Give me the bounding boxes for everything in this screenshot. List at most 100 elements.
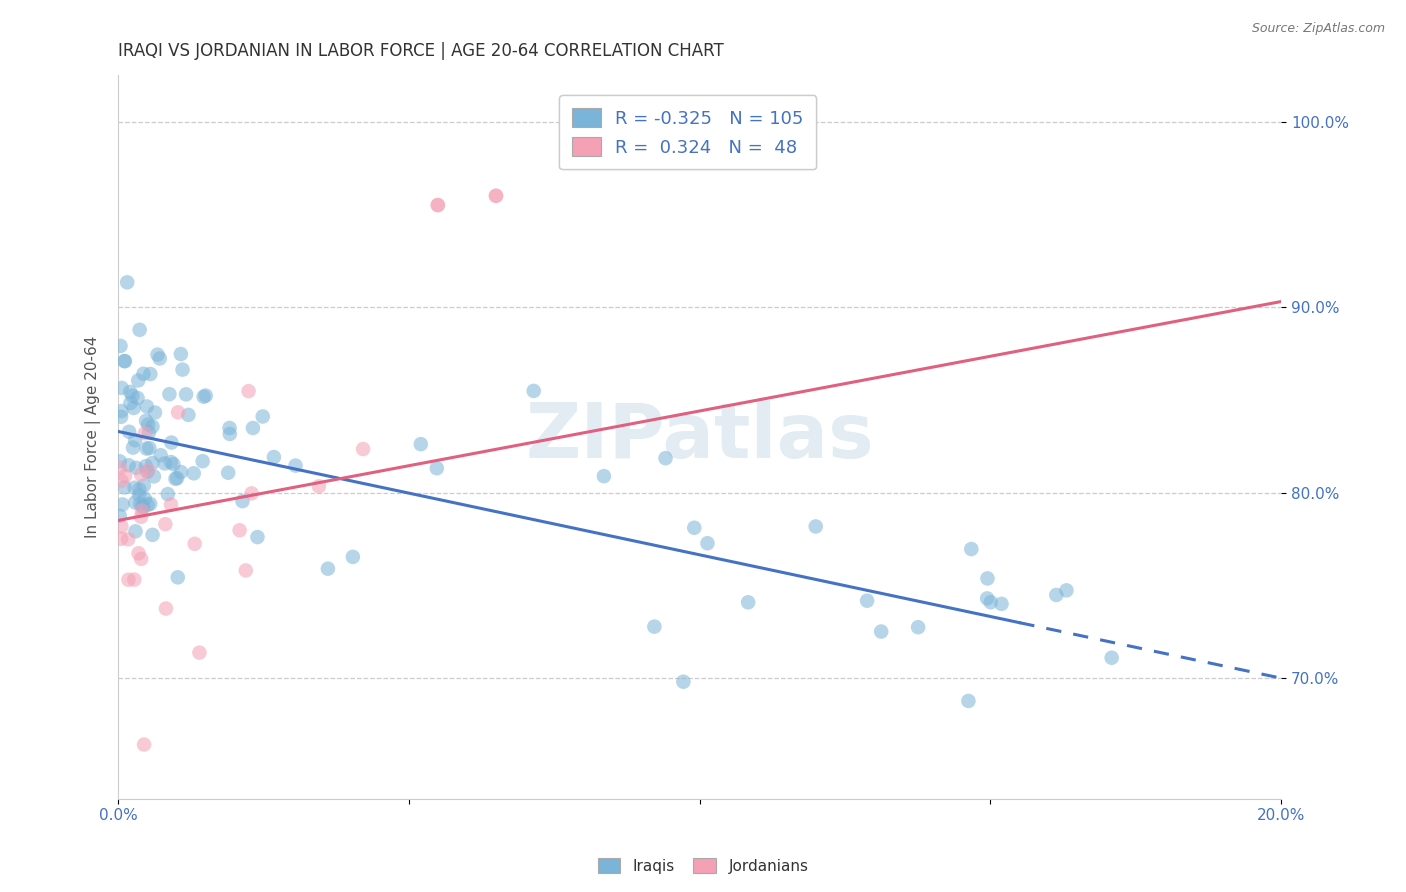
Point bbox=[149, 351, 172, 366]
Point bbox=[117, 573, 139, 587]
Point bbox=[138, 441, 160, 455]
Point bbox=[110, 519, 132, 533]
Point bbox=[121, 389, 143, 403]
Point bbox=[135, 442, 157, 456]
Point bbox=[907, 620, 929, 634]
Point bbox=[125, 460, 148, 475]
Point bbox=[146, 348, 169, 362]
Point bbox=[114, 480, 136, 494]
Point bbox=[183, 467, 205, 481]
Point bbox=[308, 479, 330, 493]
Point bbox=[129, 467, 152, 482]
Point bbox=[217, 466, 239, 480]
Point bbox=[231, 494, 253, 508]
Text: ZIPatlas: ZIPatlas bbox=[526, 400, 875, 474]
Point bbox=[235, 564, 257, 578]
Point bbox=[136, 465, 159, 479]
Point bbox=[426, 461, 449, 475]
Point bbox=[643, 620, 665, 634]
Point bbox=[170, 465, 193, 479]
Point bbox=[737, 595, 759, 609]
Point bbox=[1101, 650, 1123, 665]
Point bbox=[117, 533, 139, 547]
Text: IRAQI VS JORDANIAN IN LABOR FORCE | AGE 20-64 CORRELATION CHART: IRAQI VS JORDANIAN IN LABOR FORCE | AGE … bbox=[118, 42, 724, 60]
Point bbox=[263, 450, 285, 464]
Point bbox=[593, 469, 616, 483]
Point bbox=[114, 354, 136, 368]
Point bbox=[523, 384, 546, 398]
Point bbox=[120, 396, 142, 410]
Point bbox=[284, 458, 307, 473]
Point bbox=[139, 497, 162, 511]
Text: Source: ZipAtlas.com: Source: ZipAtlas.com bbox=[1251, 22, 1385, 36]
Point bbox=[426, 198, 449, 212]
Point bbox=[127, 374, 149, 388]
Point bbox=[976, 571, 998, 585]
Point bbox=[242, 421, 264, 435]
Point bbox=[127, 391, 149, 405]
Point bbox=[108, 508, 131, 523]
Point bbox=[128, 546, 150, 560]
Point bbox=[696, 536, 718, 550]
Point bbox=[110, 532, 132, 546]
Point bbox=[142, 469, 165, 483]
Point bbox=[683, 521, 706, 535]
Point bbox=[870, 624, 893, 639]
Point bbox=[128, 483, 150, 497]
Point bbox=[132, 738, 155, 752]
Point bbox=[194, 388, 217, 402]
Point bbox=[166, 570, 188, 584]
Point bbox=[108, 461, 131, 475]
Point bbox=[132, 478, 155, 492]
Point bbox=[135, 414, 157, 428]
Point bbox=[672, 674, 695, 689]
Point bbox=[110, 404, 132, 418]
Point bbox=[1045, 588, 1067, 602]
Point bbox=[143, 405, 166, 419]
Point bbox=[426, 198, 449, 212]
Point bbox=[120, 384, 142, 399]
Point bbox=[976, 591, 998, 606]
Point bbox=[188, 646, 211, 660]
Point bbox=[183, 537, 205, 551]
Point bbox=[228, 523, 250, 537]
Point bbox=[124, 495, 146, 509]
Point bbox=[167, 405, 190, 419]
Point bbox=[122, 441, 145, 455]
Point bbox=[111, 381, 134, 395]
Point bbox=[485, 189, 508, 203]
Point bbox=[352, 442, 374, 456]
Point bbox=[166, 471, 188, 485]
Point bbox=[122, 401, 145, 415]
Point bbox=[141, 528, 163, 542]
Point bbox=[124, 481, 146, 495]
Point bbox=[804, 519, 827, 533]
Point bbox=[153, 457, 176, 471]
Point bbox=[157, 387, 180, 401]
Point bbox=[141, 456, 163, 470]
Point bbox=[129, 552, 152, 566]
Point bbox=[138, 425, 160, 440]
Y-axis label: In Labor Force | Age 20-64: In Labor Force | Age 20-64 bbox=[86, 335, 101, 538]
Legend: Iraqis, Jordanians: Iraqis, Jordanians bbox=[592, 852, 814, 880]
Point bbox=[174, 387, 197, 401]
Point bbox=[117, 458, 139, 473]
Point bbox=[139, 367, 162, 381]
Point bbox=[129, 497, 152, 511]
Legend: R = -0.325   N = 105, R =  0.324   N =  48: R = -0.325 N = 105, R = 0.324 N = 48 bbox=[560, 95, 817, 169]
Point bbox=[110, 339, 132, 353]
Point bbox=[115, 276, 138, 290]
Point bbox=[114, 469, 136, 483]
Point bbox=[110, 474, 132, 488]
Point bbox=[160, 498, 183, 512]
Point bbox=[485, 189, 508, 203]
Point bbox=[316, 562, 339, 576]
Point bbox=[149, 448, 172, 462]
Point bbox=[155, 517, 177, 532]
Point bbox=[118, 425, 141, 439]
Point bbox=[165, 472, 187, 486]
Point bbox=[136, 417, 159, 432]
Point bbox=[132, 500, 155, 514]
Point bbox=[218, 426, 240, 441]
Point bbox=[108, 454, 131, 468]
